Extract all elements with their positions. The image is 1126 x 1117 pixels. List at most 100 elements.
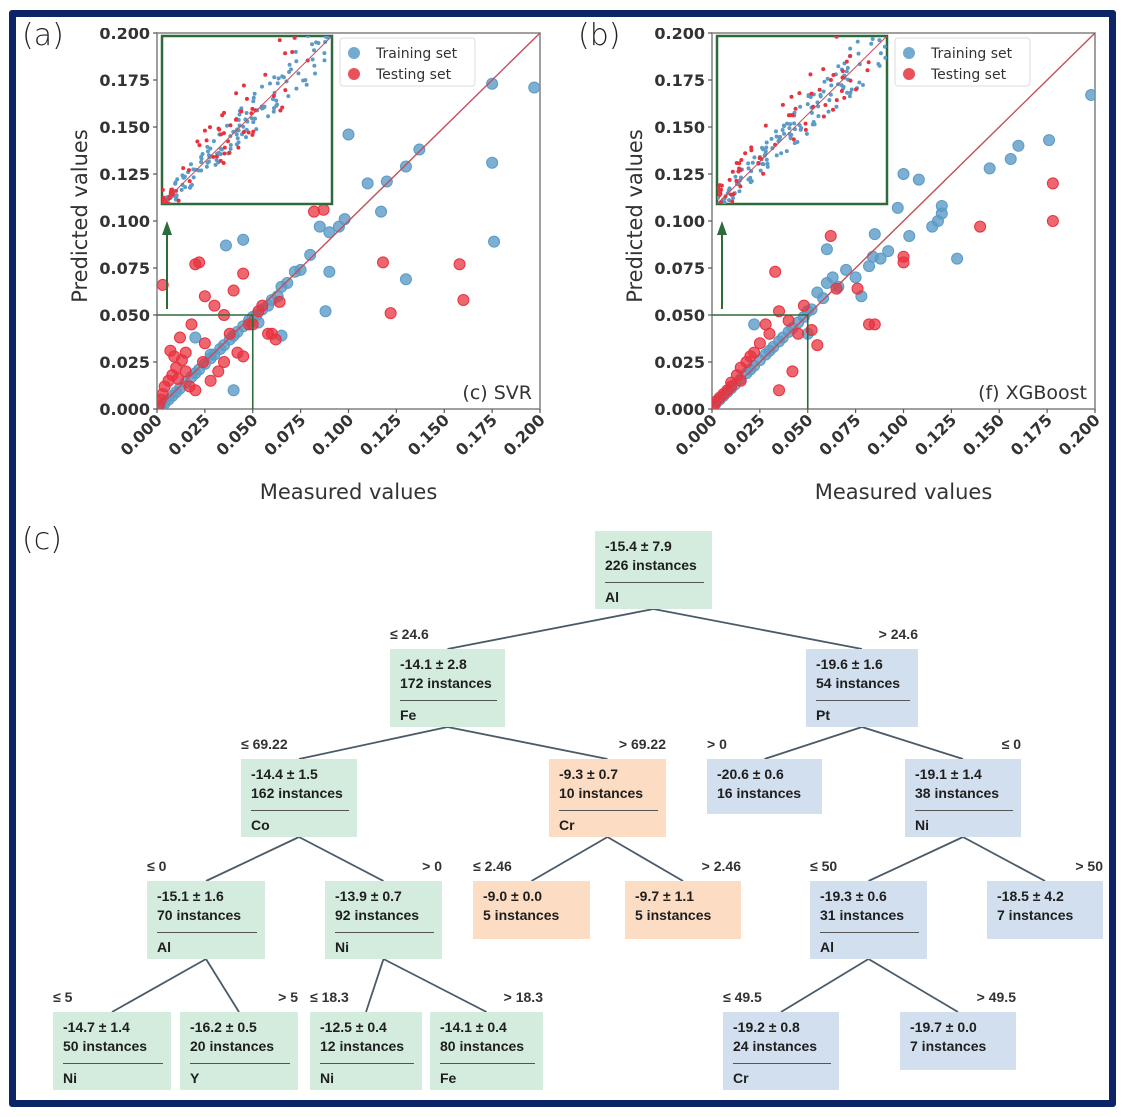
split-condition: > 5 bbox=[278, 989, 298, 1005]
tree-node: -14.1 ± 0.4 80 instances Fe bbox=[430, 1012, 543, 1090]
inset-testing-point bbox=[280, 105, 285, 110]
node-instance-count: 92 instances bbox=[335, 907, 420, 923]
training-point bbox=[413, 143, 426, 156]
identity-line bbox=[712, 33, 1095, 409]
inset-testing-point bbox=[236, 145, 241, 150]
inset-testing-point bbox=[844, 59, 849, 64]
training-point bbox=[361, 177, 374, 190]
inset-testing-point bbox=[780, 102, 785, 107]
inset-training-point bbox=[274, 98, 279, 103]
inset-testing-point bbox=[865, 68, 870, 73]
inset-training-point bbox=[834, 104, 839, 109]
split-condition: > 0 bbox=[422, 858, 442, 874]
inset-testing-point bbox=[251, 129, 256, 134]
testing-point bbox=[805, 324, 818, 337]
tree-edge bbox=[780, 958, 869, 1013]
inset-testing-point bbox=[219, 132, 224, 137]
tree-node: -16.2 ± 0.5 20 instances Y bbox=[180, 1012, 298, 1090]
inset-training-point bbox=[758, 168, 763, 173]
node-instance-count: 7 instances bbox=[910, 1038, 987, 1054]
inset-training-point bbox=[208, 146, 213, 151]
inset-testing-point bbox=[736, 169, 741, 174]
y-tick-label: 0.150 bbox=[654, 118, 705, 137]
inset-training-point bbox=[243, 135, 248, 140]
tree-edge bbox=[607, 836, 684, 882]
node-separator bbox=[820, 932, 919, 933]
training-point bbox=[342, 128, 355, 141]
inset-training-point bbox=[249, 116, 254, 121]
inset-training-point bbox=[322, 58, 327, 63]
testing-point bbox=[231, 346, 244, 359]
node-instance-count: 172 instances bbox=[400, 675, 492, 691]
legend-testing-label: Testing set bbox=[930, 67, 1007, 83]
inset-training-point bbox=[787, 126, 792, 131]
testing-point bbox=[185, 318, 198, 331]
inset-testing-point bbox=[743, 151, 748, 156]
testing-point bbox=[786, 365, 799, 378]
inset-testing-point bbox=[718, 189, 723, 194]
node-split-feature: Ni bbox=[915, 817, 929, 833]
tree-node: -13.9 ± 0.7 92 instances Ni bbox=[325, 881, 442, 959]
inset-training-point bbox=[836, 64, 841, 69]
inset-testing-point bbox=[239, 109, 244, 114]
testing-point bbox=[863, 318, 876, 331]
testing-point bbox=[308, 205, 321, 218]
legend bbox=[894, 37, 1031, 87]
inset-training-point bbox=[179, 187, 184, 192]
inset-testing-point bbox=[797, 91, 802, 96]
training-point bbox=[811, 286, 824, 299]
y-tick-label: 0.050 bbox=[99, 306, 150, 325]
inset-training-point bbox=[769, 136, 774, 141]
node-value: -14.7 ± 1.4 bbox=[63, 1019, 130, 1035]
inset-training-point bbox=[797, 123, 802, 128]
tree-edge bbox=[447, 726, 608, 760]
node-instance-count: 5 instances bbox=[483, 907, 560, 923]
tree-node: -15.1 ± 1.6 70 instances Al bbox=[147, 881, 265, 959]
inset-training-point bbox=[235, 136, 240, 141]
inset-testing-point bbox=[211, 154, 216, 159]
tree-edge bbox=[447, 608, 654, 650]
training-point bbox=[926, 220, 939, 233]
inset-training-point bbox=[316, 41, 321, 46]
inset-training-point bbox=[746, 161, 751, 166]
training-point bbox=[380, 175, 393, 188]
inset-training-point bbox=[785, 121, 790, 126]
legend-testing-marker bbox=[348, 68, 360, 80]
inset-testing-point bbox=[717, 192, 722, 197]
y-tick-label: 0.200 bbox=[99, 28, 150, 43]
split-condition: ≤ 5 bbox=[53, 989, 73, 1005]
node-separator bbox=[915, 810, 1013, 811]
inset-training-point bbox=[261, 105, 266, 110]
inset-testing-point bbox=[831, 72, 836, 77]
inset-training-point bbox=[877, 38, 882, 43]
inset-testing-point bbox=[246, 130, 251, 135]
inset-training-point bbox=[848, 46, 853, 51]
testing-point bbox=[237, 267, 250, 280]
inset-training-point bbox=[818, 92, 823, 97]
inset-training-point bbox=[252, 91, 257, 96]
inset-training-point bbox=[737, 189, 742, 194]
node-separator bbox=[63, 1063, 163, 1064]
training-point bbox=[323, 265, 336, 278]
x-axis-label: Measured values bbox=[815, 480, 993, 503]
inset-testing-point bbox=[290, 50, 295, 55]
inset-testing-point bbox=[283, 51, 288, 56]
node-value: -19.1 ± 1.4 bbox=[915, 766, 982, 782]
training-point bbox=[319, 305, 332, 318]
node-value: -9.0 ± 0.0 bbox=[483, 888, 543, 904]
inset-training-point bbox=[252, 116, 257, 121]
node-instance-count: 226 instances bbox=[605, 557, 697, 573]
inset-testing-point bbox=[162, 195, 166, 200]
identity-line bbox=[157, 33, 540, 409]
testing-point bbox=[811, 339, 824, 352]
inset-testing-point bbox=[234, 91, 239, 96]
inset-training-point bbox=[287, 62, 292, 67]
inset-testing-point bbox=[222, 145, 227, 150]
training-point bbox=[882, 245, 895, 258]
inset-training-point bbox=[883, 55, 887, 60]
legend-training-label: Training set bbox=[375, 46, 458, 62]
inset-training-point bbox=[270, 97, 275, 102]
inset-testing-point bbox=[788, 113, 793, 118]
split-condition: ≤ 0 bbox=[1001, 736, 1021, 752]
inset-training-point bbox=[213, 162, 218, 167]
